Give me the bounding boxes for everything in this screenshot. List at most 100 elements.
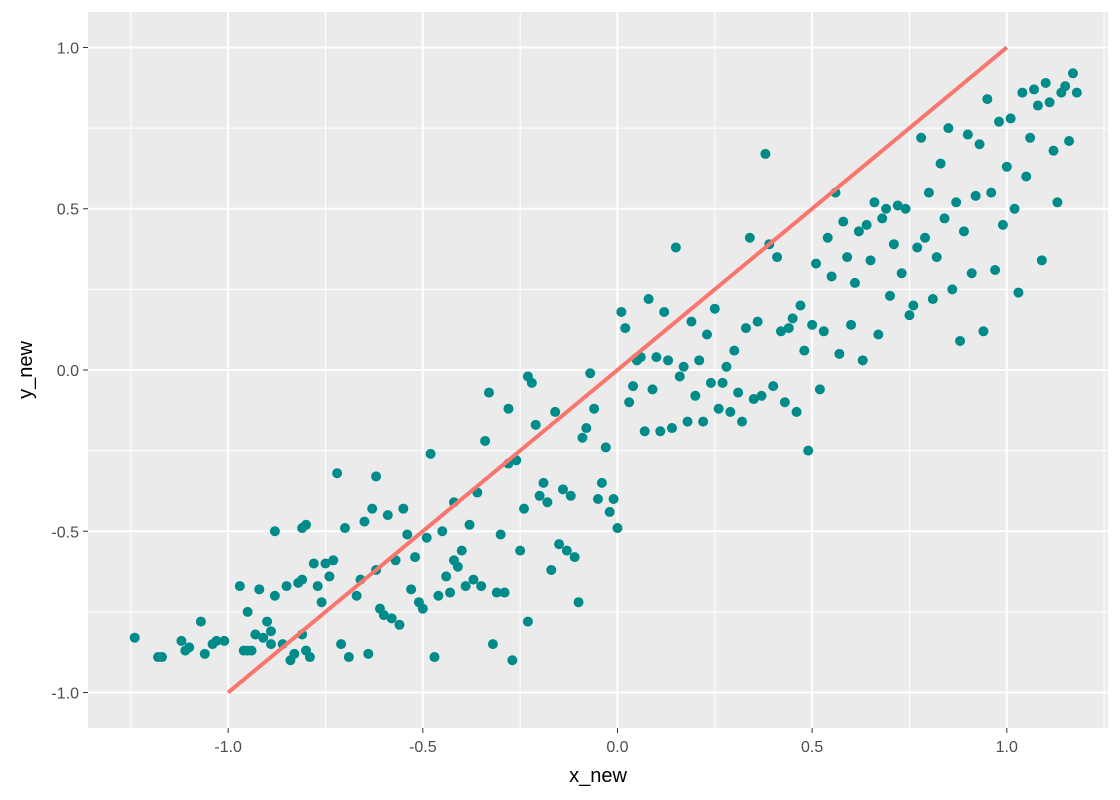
data-point — [557, 484, 568, 495]
data-point — [939, 213, 950, 224]
data-point — [760, 148, 771, 159]
data-point — [822, 232, 833, 243]
data-point — [1060, 81, 1071, 92]
data-point — [589, 403, 600, 414]
data-point — [301, 519, 312, 530]
data-point — [756, 390, 767, 401]
data-point — [733, 387, 744, 398]
data-point — [986, 187, 997, 198]
data-point — [262, 616, 273, 627]
data-point — [526, 377, 537, 388]
y-tick-label: 0.5 — [57, 202, 79, 219]
data-point — [452, 561, 463, 572]
data-point — [515, 545, 526, 556]
y-tick-label: 0.0 — [57, 363, 79, 380]
data-point — [573, 597, 584, 608]
data-point — [846, 319, 857, 330]
data-point — [1040, 77, 1051, 88]
data-point — [499, 587, 510, 598]
data-point — [686, 316, 697, 327]
data-point — [596, 477, 607, 488]
data-point — [234, 581, 245, 592]
data-point — [1001, 161, 1012, 172]
data-point — [254, 584, 265, 595]
y-tick-label: 1.0 — [57, 40, 79, 57]
data-point — [421, 532, 432, 543]
data-point — [1009, 203, 1020, 214]
data-points — [129, 68, 1082, 666]
data-point — [312, 581, 323, 592]
data-point — [441, 571, 452, 582]
data-point — [931, 252, 942, 263]
data-point — [1071, 87, 1082, 98]
data-point — [429, 652, 440, 663]
data-point — [643, 294, 654, 305]
data-point — [129, 632, 140, 643]
data-point — [250, 629, 261, 640]
data-point — [1021, 171, 1032, 182]
data-point — [1017, 87, 1028, 98]
data-point — [694, 355, 705, 366]
data-point — [265, 639, 276, 650]
data-point — [927, 294, 938, 305]
data-point — [651, 352, 662, 363]
data-point — [491, 587, 502, 598]
data-point — [176, 635, 187, 646]
data-point — [951, 197, 962, 208]
data-point — [581, 423, 592, 434]
data-point — [853, 226, 864, 237]
y-axis: -1.0 -0.5 0.0 0.5 1.0 — [51, 40, 88, 703]
data-point — [849, 277, 860, 288]
data-point — [382, 510, 393, 521]
major-gridlines — [88, 12, 1108, 728]
data-point — [896, 268, 907, 279]
data-point — [483, 387, 494, 398]
data-point — [546, 564, 557, 575]
data-point — [468, 574, 479, 585]
data-point — [705, 377, 716, 388]
data-point — [904, 310, 915, 321]
data-point — [993, 116, 1004, 127]
data-point — [156, 652, 167, 663]
data-point — [339, 523, 350, 534]
data-point — [628, 381, 639, 392]
data-point — [666, 423, 677, 434]
data-point — [659, 306, 670, 317]
data-point — [616, 306, 627, 317]
data-point — [1025, 132, 1036, 143]
data-point — [425, 448, 436, 459]
data-point — [974, 139, 985, 150]
data-point — [219, 635, 230, 646]
data-point — [402, 529, 413, 540]
data-point — [908, 300, 919, 311]
data-point — [281, 581, 292, 592]
data-point — [324, 571, 335, 582]
data-point — [320, 558, 331, 569]
reference-line — [226, 45, 1009, 695]
data-point — [242, 606, 253, 617]
data-point — [713, 403, 724, 414]
x-axis: -1.0 -0.5 0.0 0.5 1.0 — [214, 728, 1018, 756]
data-point — [1036, 255, 1047, 266]
data-point — [783, 323, 794, 334]
data-point — [861, 219, 872, 230]
data-point — [690, 390, 701, 401]
data-point — [698, 416, 709, 427]
data-point — [1044, 97, 1055, 108]
data-point — [269, 590, 280, 601]
data-point — [768, 381, 779, 392]
data-point — [920, 232, 931, 243]
y-tick-label: -1.0 — [51, 686, 79, 703]
data-point — [507, 655, 518, 666]
data-point — [639, 426, 650, 437]
data-point — [456, 545, 467, 556]
data-point — [791, 406, 802, 417]
x-tick-label: -0.5 — [409, 739, 437, 756]
data-point — [1013, 287, 1024, 298]
data-point — [495, 529, 506, 540]
data-point — [398, 503, 409, 514]
data-point — [343, 652, 354, 663]
data-point — [814, 384, 825, 395]
data-point — [935, 158, 946, 169]
data-point — [530, 419, 541, 430]
